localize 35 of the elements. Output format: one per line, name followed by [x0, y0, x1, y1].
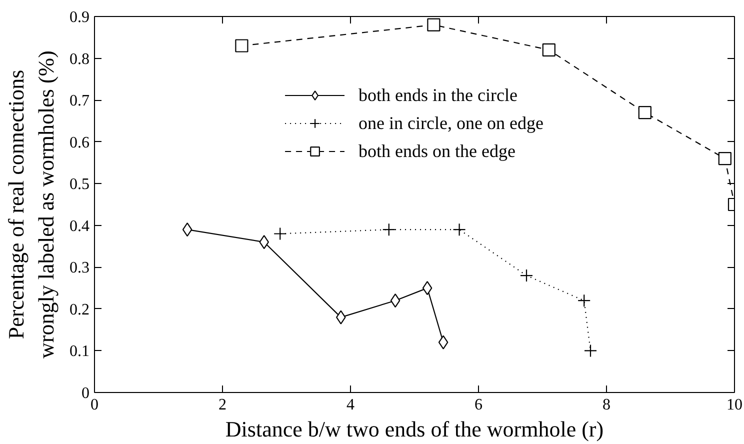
point: [182, 222, 192, 237]
point: [452, 223, 466, 236]
x-tick-label: 4: [346, 396, 354, 414]
point: [584, 344, 598, 358]
x-tick-label: 2: [218, 396, 226, 414]
point: [390, 294, 400, 308]
y-axis-title: Percentage of real connections wrongly labeled as wormholes (%): [4, 50, 58, 358]
point: [382, 223, 396, 236]
y-tick-label: 0.4: [70, 218, 90, 235]
x-tick-label: 10: [726, 396, 742, 414]
y-tick-label: 0.6: [70, 134, 90, 152]
y-tick-label: 0.1: [70, 343, 90, 360]
legend-label: one in circle, one on edge: [358, 112, 544, 134]
y-tick-label: 0.8: [70, 50, 90, 68]
x-axis-title: Distance b/w two ends of the wormhole (r): [225, 416, 604, 442]
point: [542, 43, 556, 56]
legend-label: both ends in the circle: [358, 84, 518, 106]
point: [438, 335, 448, 350]
y-tick-label: 0.7: [70, 92, 90, 110]
legend-label: both ends on the edge: [358, 140, 516, 162]
y-tick-label: 0.9: [70, 9, 90, 26]
y-tick-label: 0.2: [70, 301, 90, 318]
point: [422, 281, 432, 296]
point: [718, 152, 732, 166]
point: [520, 268, 534, 282]
x-tick-label: 8: [602, 396, 610, 414]
y-tick-label: 0.5: [70, 176, 90, 194]
x-tick-label: 6: [474, 396, 482, 414]
point: [638, 106, 652, 120]
point: [235, 39, 248, 52]
point: [274, 227, 287, 240]
point: [427, 18, 440, 32]
y-tick-label: 0: [82, 385, 90, 402]
y-tick-label: 0.3: [70, 260, 90, 277]
point: [578, 294, 591, 308]
